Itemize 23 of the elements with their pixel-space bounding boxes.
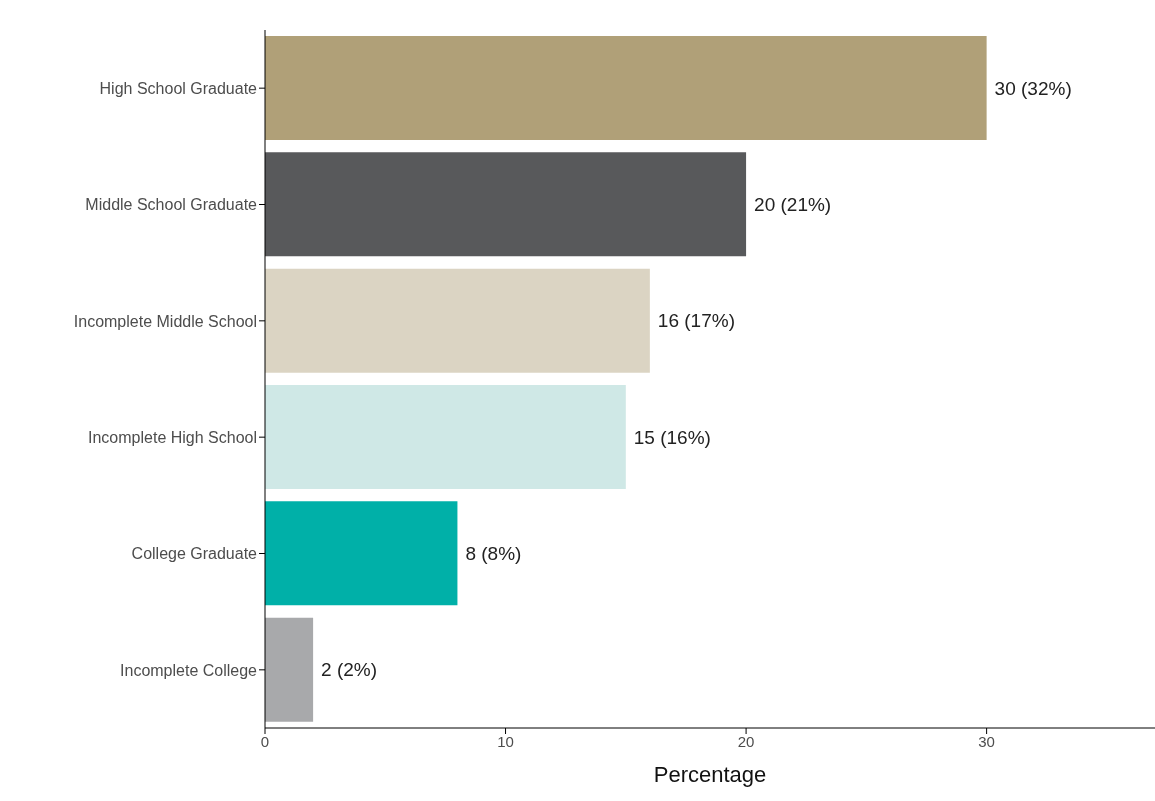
bar <box>265 36 987 140</box>
data-label: 15 (16%) <box>633 426 711 448</box>
x-tick-label: 20 <box>737 732 755 750</box>
y-tick-label: Incomplete College <box>120 661 258 679</box>
x-tick-label: 10 <box>497 732 514 750</box>
y-tick-label: High School Graduate <box>99 79 258 97</box>
data-label: 30 (32%) <box>994 77 1072 99</box>
bar <box>265 152 747 257</box>
y-tick-label: Incomplete Middle School <box>73 312 257 330</box>
y-tick-label: Middle School Graduate <box>85 196 258 214</box>
data-label: 20 (21%) <box>754 193 832 215</box>
bar <box>265 268 650 373</box>
bar <box>265 617 314 722</box>
x-axis-title: Percentage <box>653 762 767 787</box>
bar <box>265 385 626 489</box>
y-tick-label: College Graduate <box>131 545 258 563</box>
x-tick-label: 30 <box>978 732 995 750</box>
bar <box>265 501 458 606</box>
data-label: 16 (17%) <box>657 310 735 332</box>
data-label: 2 (2%) <box>321 659 378 681</box>
data-label: 8 (8%) <box>465 542 522 564</box>
y-tick-label: Incomplete High School <box>88 428 257 446</box>
x-tick-label: 0 <box>260 732 270 750</box>
